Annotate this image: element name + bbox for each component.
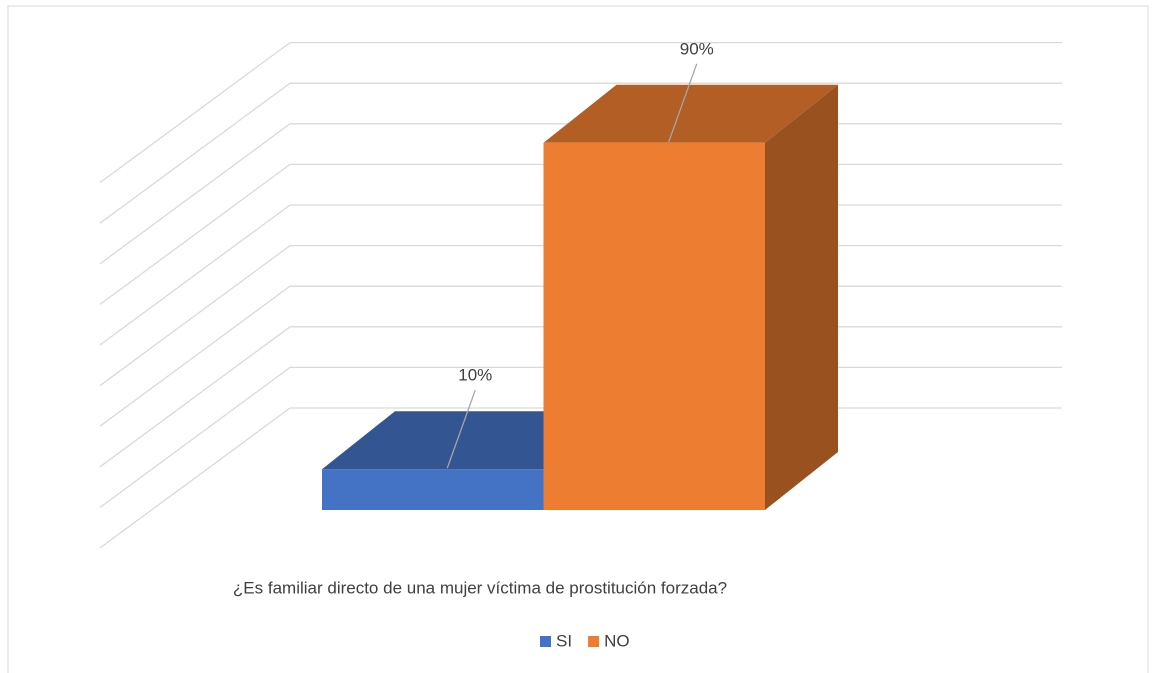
side-grid-line bbox=[99, 285, 291, 427]
chart-border bbox=[7, 5, 1149, 673]
legend-swatch bbox=[588, 636, 600, 647]
bar-top bbox=[543, 84, 838, 143]
category-label: ¿Es familiar directo de una mujer víctim… bbox=[233, 578, 727, 597]
side-grid-line bbox=[99, 407, 291, 549]
leader-line bbox=[446, 389, 476, 469]
legend-label: SI bbox=[556, 631, 572, 650]
side-grid-line bbox=[99, 204, 291, 346]
bar bbox=[322, 469, 544, 510]
side-grid-line bbox=[99, 82, 291, 224]
legend-label: NO bbox=[604, 631, 630, 650]
bar-side bbox=[765, 84, 838, 511]
data-label: 10% bbox=[458, 366, 492, 385]
side-grid-line bbox=[99, 42, 291, 184]
bar-top bbox=[322, 411, 617, 470]
data-label: 90% bbox=[680, 39, 714, 58]
side-grid-line bbox=[99, 326, 291, 468]
side-grid-line bbox=[99, 123, 291, 265]
side-grid-line bbox=[99, 163, 291, 305]
side-grid-line bbox=[99, 366, 291, 508]
bar bbox=[543, 142, 765, 511]
legend-swatch bbox=[540, 636, 551, 647]
side-grid-line bbox=[99, 245, 291, 387]
leader-line bbox=[668, 63, 698, 143]
